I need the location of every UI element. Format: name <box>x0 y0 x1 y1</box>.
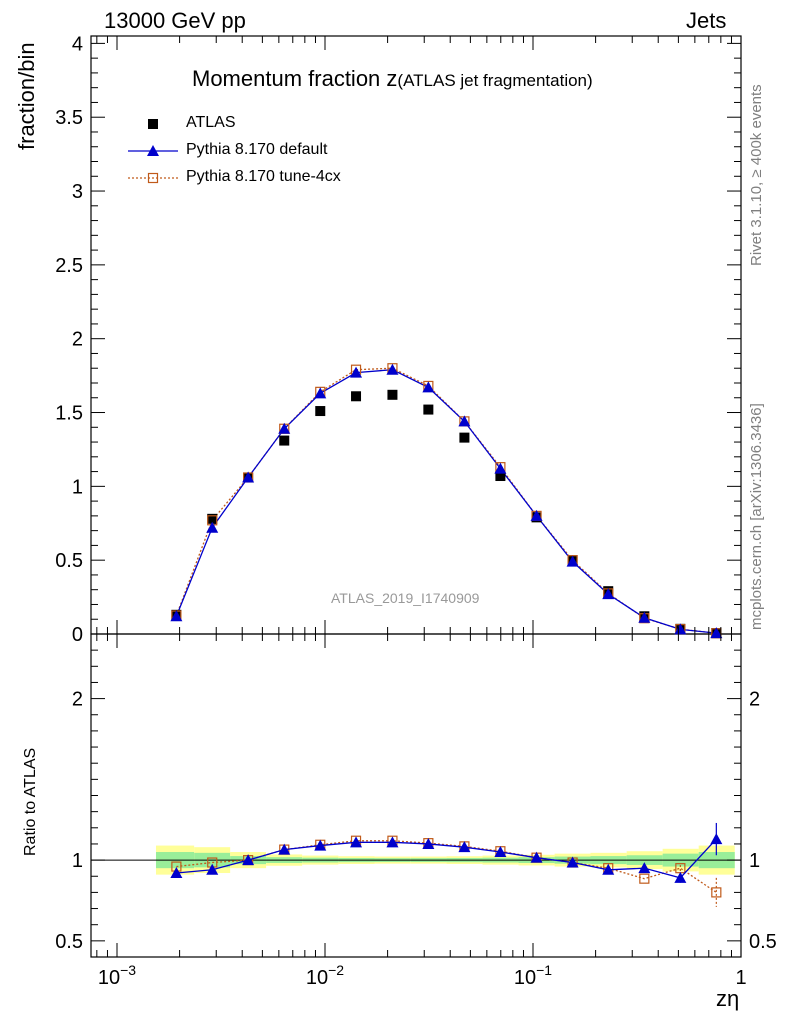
y-axis-label: fraction/bin <box>14 42 39 150</box>
data-point-default <box>278 422 291 434</box>
data-point-default <box>170 610 183 622</box>
legend-label-default: Pythia 8.170 default <box>186 141 328 158</box>
ratio-point-default <box>602 863 615 875</box>
ratio-y-axis-label: Ratio to ATLAS <box>22 747 39 856</box>
analysis-id-label: ATLAS_2019_I1740909 <box>331 590 480 606</box>
data-point-atlas <box>279 435 290 446</box>
y-tick-label: 2.5 <box>55 255 83 277</box>
legend-label-tune: Pythia 8.170 tune-4cx <box>186 168 341 185</box>
ratio-point-tune <box>639 873 650 884</box>
chart-title: Momentum fraction z(ATLAS jet fragmentat… <box>192 66 593 92</box>
ratio-y-tick-label-right: 0.5 <box>749 931 777 953</box>
data-point-default <box>674 623 687 635</box>
ratio-point-default <box>674 871 687 883</box>
data-point-default <box>422 381 435 393</box>
chart-title-suffix: (ATLAS jet fragmentation) <box>397 71 593 90</box>
axis-ticks: 10−3 10−2 10−1 100.511.522.533.540.5 0.51 12 2 <box>55 33 777 989</box>
y-tick-label: 3 <box>72 181 83 203</box>
ratio-point-default <box>314 839 327 851</box>
ratio-y-tick-label: 2 <box>72 689 83 711</box>
ratio-y-tick-label: 0.5 <box>55 931 83 953</box>
data-point-atlas <box>207 513 218 524</box>
data-point-atlas <box>387 389 398 400</box>
data-point-default <box>530 509 543 521</box>
ratio-point-default <box>710 833 723 845</box>
data-point-default <box>314 387 327 399</box>
ratio-point-default <box>242 854 255 866</box>
x-axis-label: zη <box>716 986 740 1011</box>
ratio-point-default <box>494 846 507 858</box>
ratio-line-default <box>176 838 717 879</box>
data-point-default <box>566 555 579 567</box>
rivet-version-label: Rivet 3.1.10, ≥ 400k events <box>748 84 765 266</box>
ratio-point-default <box>530 851 543 863</box>
ratio-point-tune <box>711 887 722 898</box>
ratio-point-default <box>458 841 471 853</box>
data-point-default <box>638 611 651 623</box>
ratio-point-default <box>566 856 579 868</box>
ratio-point-default <box>206 863 219 875</box>
ratio-point-default <box>350 836 363 848</box>
y-tick-label: 1.5 <box>55 403 83 425</box>
legend-marker-atlas <box>148 119 158 129</box>
x-tick-label: 10−1 <box>514 962 552 989</box>
data-point-default <box>710 627 723 639</box>
data-point-default <box>458 415 471 427</box>
data-point-atlas <box>495 471 506 482</box>
data-point-default <box>494 462 507 474</box>
data-point-atlas <box>351 391 362 402</box>
data-point-default <box>602 588 615 600</box>
legend-marker-tune <box>147 172 159 184</box>
y-tick-label: 2 <box>72 329 83 351</box>
data-point-default <box>386 363 399 375</box>
ratio-y-tick-label-right: 2 <box>749 689 760 711</box>
x-tick-label: 10−3 <box>98 962 136 989</box>
collision-energy-label: 13000 GeV pp <box>104 8 246 33</box>
ratio-point-default <box>422 837 435 849</box>
ratio-frame-border <box>90 633 742 958</box>
ratio-point-default <box>278 843 291 855</box>
x-tick-label: 10−2 <box>306 962 344 989</box>
ratio-line-tune <box>176 840 717 893</box>
y-tick-label: 0.5 <box>55 550 83 572</box>
series-line-default <box>175 369 717 634</box>
ratio-point-default <box>170 867 183 879</box>
data-point-default <box>350 366 363 378</box>
chart-title-main: Momentum fraction z <box>192 66 398 91</box>
mcplots-reference-label: mcplots.cern.ch [arXiv:1306.3436] <box>748 403 765 630</box>
y-tick-label: 0 <box>72 624 83 646</box>
data-point-atlas <box>423 404 434 415</box>
ratio-point-default <box>638 862 651 874</box>
ratio-y-tick-label-right: 1 <box>749 850 760 872</box>
category-label: Jets <box>686 8 727 33</box>
data-point-default <box>242 471 255 483</box>
data-point-atlas <box>459 432 470 443</box>
ratio-y-tick-label: 1 <box>72 850 83 872</box>
y-tick-label: 3.5 <box>55 107 83 129</box>
legend <box>128 119 178 184</box>
data-point-default <box>206 521 219 533</box>
ratio-panel-frame <box>90 633 742 958</box>
data-point-atlas <box>315 406 326 417</box>
x-tick-label: 1 <box>735 967 746 989</box>
legend-marker-default <box>147 145 159 156</box>
legend-label-atlas: ATLAS <box>186 114 236 131</box>
y-tick-label: 4 <box>72 33 83 55</box>
series-layer <box>170 363 723 907</box>
ratio-point-default <box>386 836 399 848</box>
y-tick-label: 1 <box>72 476 83 498</box>
